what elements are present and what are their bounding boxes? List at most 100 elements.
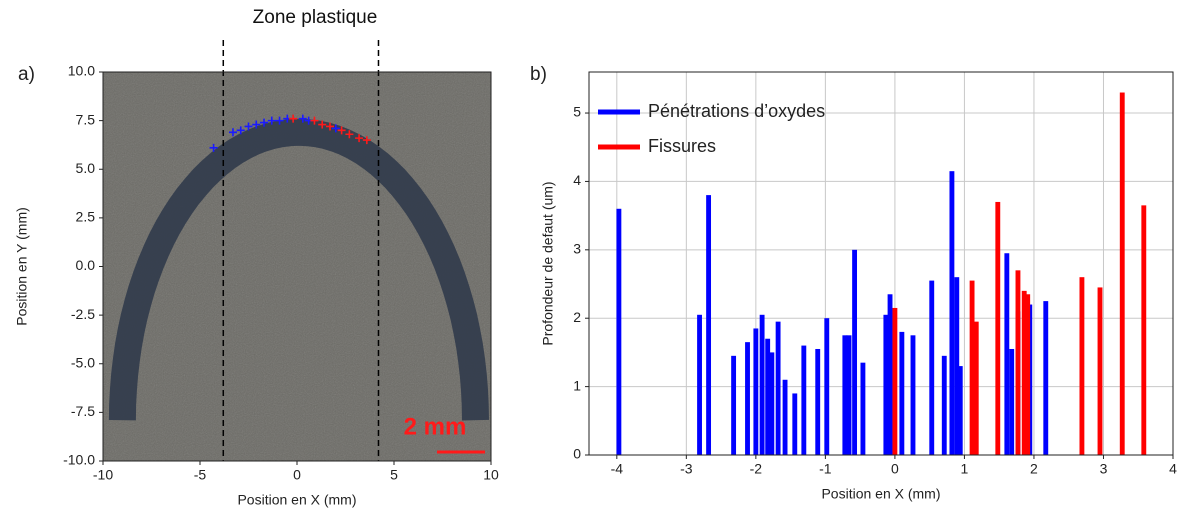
point — [355, 134, 364, 143]
y-tick-label: -5.0 — [71, 354, 95, 370]
point — [244, 122, 253, 131]
x-tick-label: -4 — [611, 461, 624, 477]
x-tick-label: -3 — [680, 461, 693, 477]
x-tick-label: 2 — [1030, 461, 1038, 477]
bar — [759, 314, 765, 455]
point — [209, 143, 218, 152]
bar — [860, 362, 866, 455]
point — [362, 136, 371, 145]
zone-annotation: Zone plastique — [252, 7, 378, 28]
x-tick-label: 3 — [1100, 461, 1108, 477]
bar — [883, 314, 889, 455]
y-tick-label: 1 — [573, 377, 581, 393]
bar — [824, 318, 830, 455]
bar — [973, 321, 979, 455]
point — [275, 116, 284, 125]
y-tick-label: -10.0 — [63, 452, 95, 468]
bar — [949, 171, 955, 455]
bar — [1021, 290, 1027, 455]
point — [228, 128, 237, 137]
x-tick-label: -2 — [750, 461, 763, 477]
bar — [792, 393, 798, 455]
legend-label: Pénétrations d’oxydes — [648, 101, 825, 121]
x-tick-label: 0 — [891, 461, 899, 477]
y-tick-label: -2.5 — [71, 306, 95, 322]
x-tick-label: -1 — [819, 461, 832, 477]
bar — [929, 280, 935, 455]
bar — [846, 335, 852, 455]
x-tick-label: 4 — [1169, 461, 1177, 477]
bar — [1097, 287, 1103, 455]
bar — [782, 379, 788, 455]
point — [260, 118, 269, 127]
bar — [1043, 301, 1049, 455]
panel-label: a) — [18, 64, 35, 85]
plot-frame — [588, 71, 1174, 456]
point — [345, 130, 354, 139]
y-axis-label: Profondeur de defaut (um) — [540, 181, 556, 345]
plot-frame — [102, 71, 492, 462]
bar — [910, 335, 916, 455]
y-tick-label: 2.5 — [76, 209, 96, 225]
bar — [753, 328, 759, 455]
bar — [801, 345, 807, 455]
point — [252, 120, 261, 129]
x-axis-label: Position en X (mm) — [237, 492, 356, 508]
legend-label: Fissures — [648, 136, 716, 156]
x-tick-label: -5 — [194, 467, 207, 483]
bar — [769, 352, 775, 455]
specimen-arc — [108, 118, 489, 421]
bar — [1025, 294, 1031, 455]
bar — [1141, 205, 1147, 455]
y-axis-label: Position en Y (mm) — [14, 207, 30, 326]
bar — [815, 348, 821, 455]
point — [310, 116, 319, 125]
bar — [969, 280, 975, 455]
bar — [697, 314, 702, 455]
y-tick-label: 4 — [573, 172, 581, 188]
bar — [616, 208, 622, 455]
point — [298, 114, 307, 123]
y-tick-label: 5 — [573, 104, 581, 120]
point — [331, 124, 340, 133]
bar — [899, 331, 905, 455]
y-tick-label: -7.5 — [71, 403, 95, 419]
bar — [775, 321, 781, 455]
bar — [706, 195, 712, 455]
bar — [941, 355, 947, 455]
bar — [852, 249, 858, 455]
x-tick-label: -10 — [93, 467, 113, 483]
x-tick-label: 10 — [483, 467, 499, 483]
x-axis-label: Position en X (mm) — [821, 486, 940, 502]
point — [325, 122, 334, 131]
bar — [954, 277, 960, 455]
photo — [103, 72, 491, 461]
y-tick-label: 7.5 — [76, 111, 96, 127]
y-tick-label: 3 — [573, 241, 581, 257]
bar — [887, 294, 893, 455]
panel-label: b) — [530, 64, 547, 85]
y-tick-label: 10.0 — [68, 63, 95, 79]
bar — [731, 355, 737, 455]
bar — [1009, 348, 1015, 455]
y-tick-label: 5.0 — [76, 160, 96, 176]
y-tick-label: 2 — [573, 309, 581, 325]
bar — [1119, 92, 1125, 456]
bar — [995, 201, 1001, 455]
scale-bar-label: 2 mm — [404, 413, 467, 440]
x-tick-label: 0 — [293, 467, 301, 483]
bar — [892, 307, 898, 455]
point — [236, 126, 245, 135]
point — [289, 114, 298, 123]
bar — [1015, 270, 1021, 455]
bar — [957, 366, 963, 455]
bar — [745, 342, 750, 455]
bar — [1004, 253, 1010, 455]
y-tick-label: 0 — [573, 446, 581, 462]
point — [318, 120, 327, 129]
bar — [765, 338, 771, 455]
y-tick-label: 0.0 — [76, 257, 96, 273]
bar — [1079, 277, 1085, 455]
